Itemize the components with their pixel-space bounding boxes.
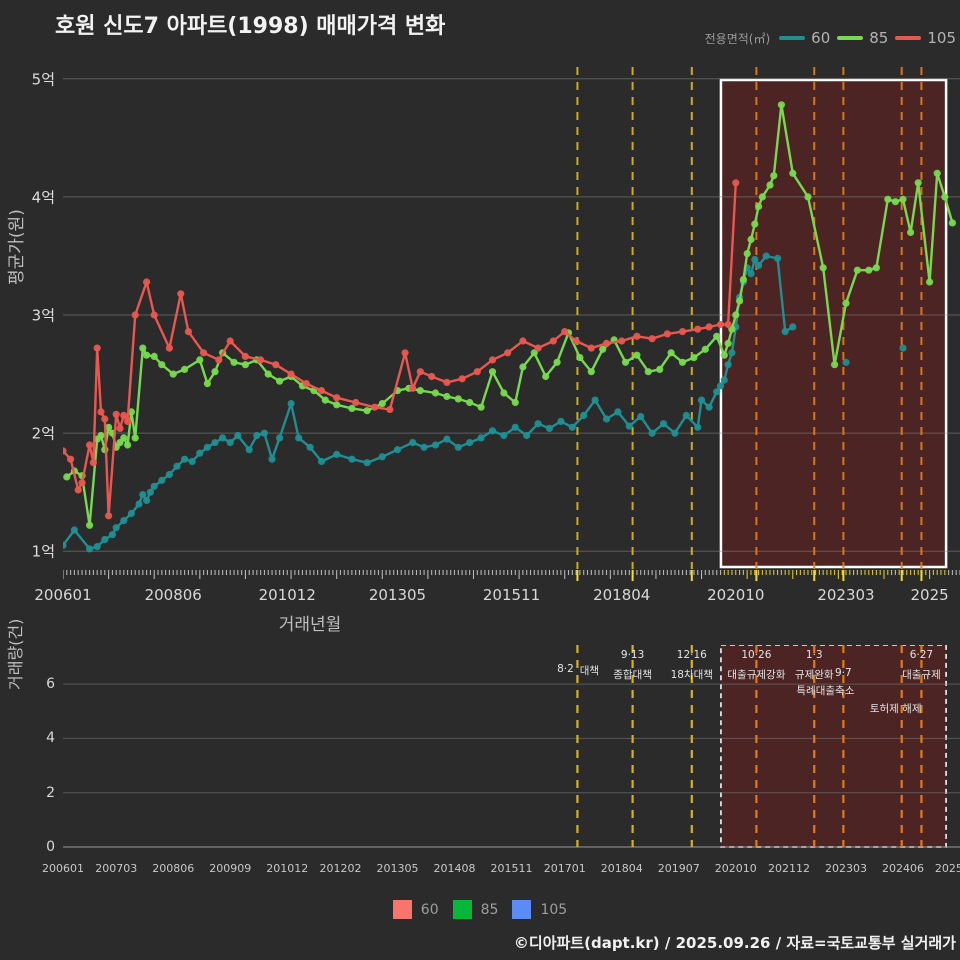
price-y-tick-4: 5억: [31, 70, 55, 89]
volume-y-tick-3: 6: [46, 676, 55, 693]
legend-swatch-85: [837, 36, 864, 40]
volume-x-tick-2: 200806: [152, 862, 195, 875]
policy-date-0: 8·2: [557, 663, 574, 675]
legend-label-85: 85: [869, 29, 889, 47]
legend-label-105: 105: [927, 29, 956, 47]
volume-x-tick-5: 201202: [319, 862, 362, 875]
volume-x-tick-0: 200601: [42, 862, 84, 875]
legend-item-60[interactable]: 60: [779, 29, 830, 47]
policy-name-3: 대출규제강화: [727, 669, 786, 681]
volume-x-tick-16: 20250: [934, 862, 960, 875]
price-chart-x-axis: [62, 569, 960, 583]
vol-legend-label-85: 85: [480, 901, 499, 918]
legend-item-105[interactable]: 105: [895, 29, 956, 47]
policy-name-2: 18차대책: [670, 669, 713, 681]
vol-legend-label-60: 60: [420, 901, 439, 918]
volume-chart-x-tick-labels: 200601 200703 200806 200909 201012 201202 2013…: [0, 862, 960, 878]
policy-name-5: 특례대출축소: [796, 685, 855, 697]
volume-chart-svg: [63, 645, 960, 848]
legend-swatch-60: [779, 36, 806, 40]
price-chart-plot-area: [63, 67, 960, 569]
price-x-tick-3: 201305: [368, 586, 427, 604]
legend-item-85[interactable]: 85: [837, 29, 888, 47]
volume-x-tick-6: 201305: [376, 862, 419, 875]
vol-legend-label-105: 105: [540, 901, 568, 918]
volume-chart-legend: 60 85 105: [0, 900, 960, 919]
volume-x-tick-7: 201408: [433, 862, 476, 875]
volume-x-tick-1: 200703: [95, 862, 138, 875]
price-x-tick-7: 202303: [817, 586, 875, 604]
price-x-tick-4: 201511: [482, 586, 541, 604]
volume-x-tick-12: 202010: [714, 862, 757, 875]
price-x-tick-1: 200806: [144, 586, 202, 604]
policy-name-7: 대출규제: [902, 669, 941, 681]
volume-x-tick-11: 201907: [657, 862, 700, 875]
policy-date-2: 12·16: [676, 649, 707, 661]
price-chart-x-tick-labels: 200601 200806 201012 201305 201511 201804 2020…: [0, 586, 960, 606]
policy-date-3: 10·26: [741, 649, 772, 661]
volume-x-tick-14: 202303: [824, 862, 867, 875]
policy-date-7: 6·27: [909, 649, 934, 661]
vol-legend-swatch-60: [392, 900, 412, 919]
volume-x-tick-8: 201511: [490, 862, 533, 875]
volume-y-tick-2: 4: [46, 730, 55, 747]
policy-name-6: 토허제 해제: [869, 703, 922, 715]
price-chart-svg: [63, 67, 960, 569]
price-x-tick-8: 2025: [910, 586, 949, 604]
price-y-tick-3: 4억: [31, 188, 55, 207]
footer-credit: ©디아파트(dapt.kr) / 2025.09.26 / 자료=국토교통부 실…: [513, 934, 956, 952]
volume-chart-y-axis-title: 거래량(건): [6, 618, 25, 690]
vol-legend-item-105[interactable]: 105: [512, 900, 567, 919]
vol-legend-swatch-105: [512, 900, 532, 919]
policy-date-5: 9·7: [835, 667, 852, 679]
vol-legend-item-60[interactable]: 60: [392, 900, 439, 919]
price-x-tick-2: 201012: [258, 586, 316, 604]
policy-date-4: 1·3: [805, 649, 823, 661]
policy-annotation-layer: 8·2 대책 9·13 종합대책 12·16 18차대책 10·26 대출규제강화 1·3 규제완…: [63, 645, 960, 730]
volume-x-tick-10: 201804: [600, 862, 643, 875]
price-y-tick-2: 3억: [31, 306, 55, 325]
legend-label-60: 60: [811, 29, 831, 47]
volume-y-tick-0: 0: [46, 839, 55, 855]
volume-x-tick-9: 201701: [543, 862, 586, 875]
price-chart-y-axis-title: 평균가(원): [7, 209, 27, 285]
legend-title: 전용면적(㎡): [704, 31, 771, 46]
volume-y-tick-1: 2: [46, 784, 55, 801]
price-chart-legend: 전용면적(㎡) 60 85 105: [705, 29, 956, 47]
price-y-tick-0: 1억: [31, 542, 55, 561]
volume-chart-plot-area: [63, 645, 960, 857]
vol-legend-item-85[interactable]: 85: [452, 900, 499, 919]
policy-name-1: 종합대책: [613, 669, 652, 681]
volume-x-tick-15: 202406: [881, 862, 924, 875]
volume-x-tick-3: 200909: [209, 862, 252, 875]
price-chart-x-axis-title: 거래년월: [278, 615, 342, 635]
price-y-tick-1: 2억: [31, 424, 55, 443]
volume-x-tick-13: 202112: [767, 862, 810, 875]
legend-swatch-105: [895, 36, 922, 40]
price-x-tick-6: 202010: [707, 586, 765, 604]
price-x-tick-0: 200601: [34, 586, 92, 604]
policy-name-0: 대책: [579, 665, 600, 677]
policy-name-4: 규제완화: [794, 669, 834, 681]
policy-date-1: 9·13: [620, 649, 645, 661]
page-title: 호원 신도7 아파트(1998) 매매가격 변화: [55, 14, 446, 39]
vol-legend-swatch-85: [452, 900, 472, 919]
price-x-tick-5: 201804: [593, 586, 651, 604]
volume-x-tick-4: 201012: [266, 862, 309, 875]
